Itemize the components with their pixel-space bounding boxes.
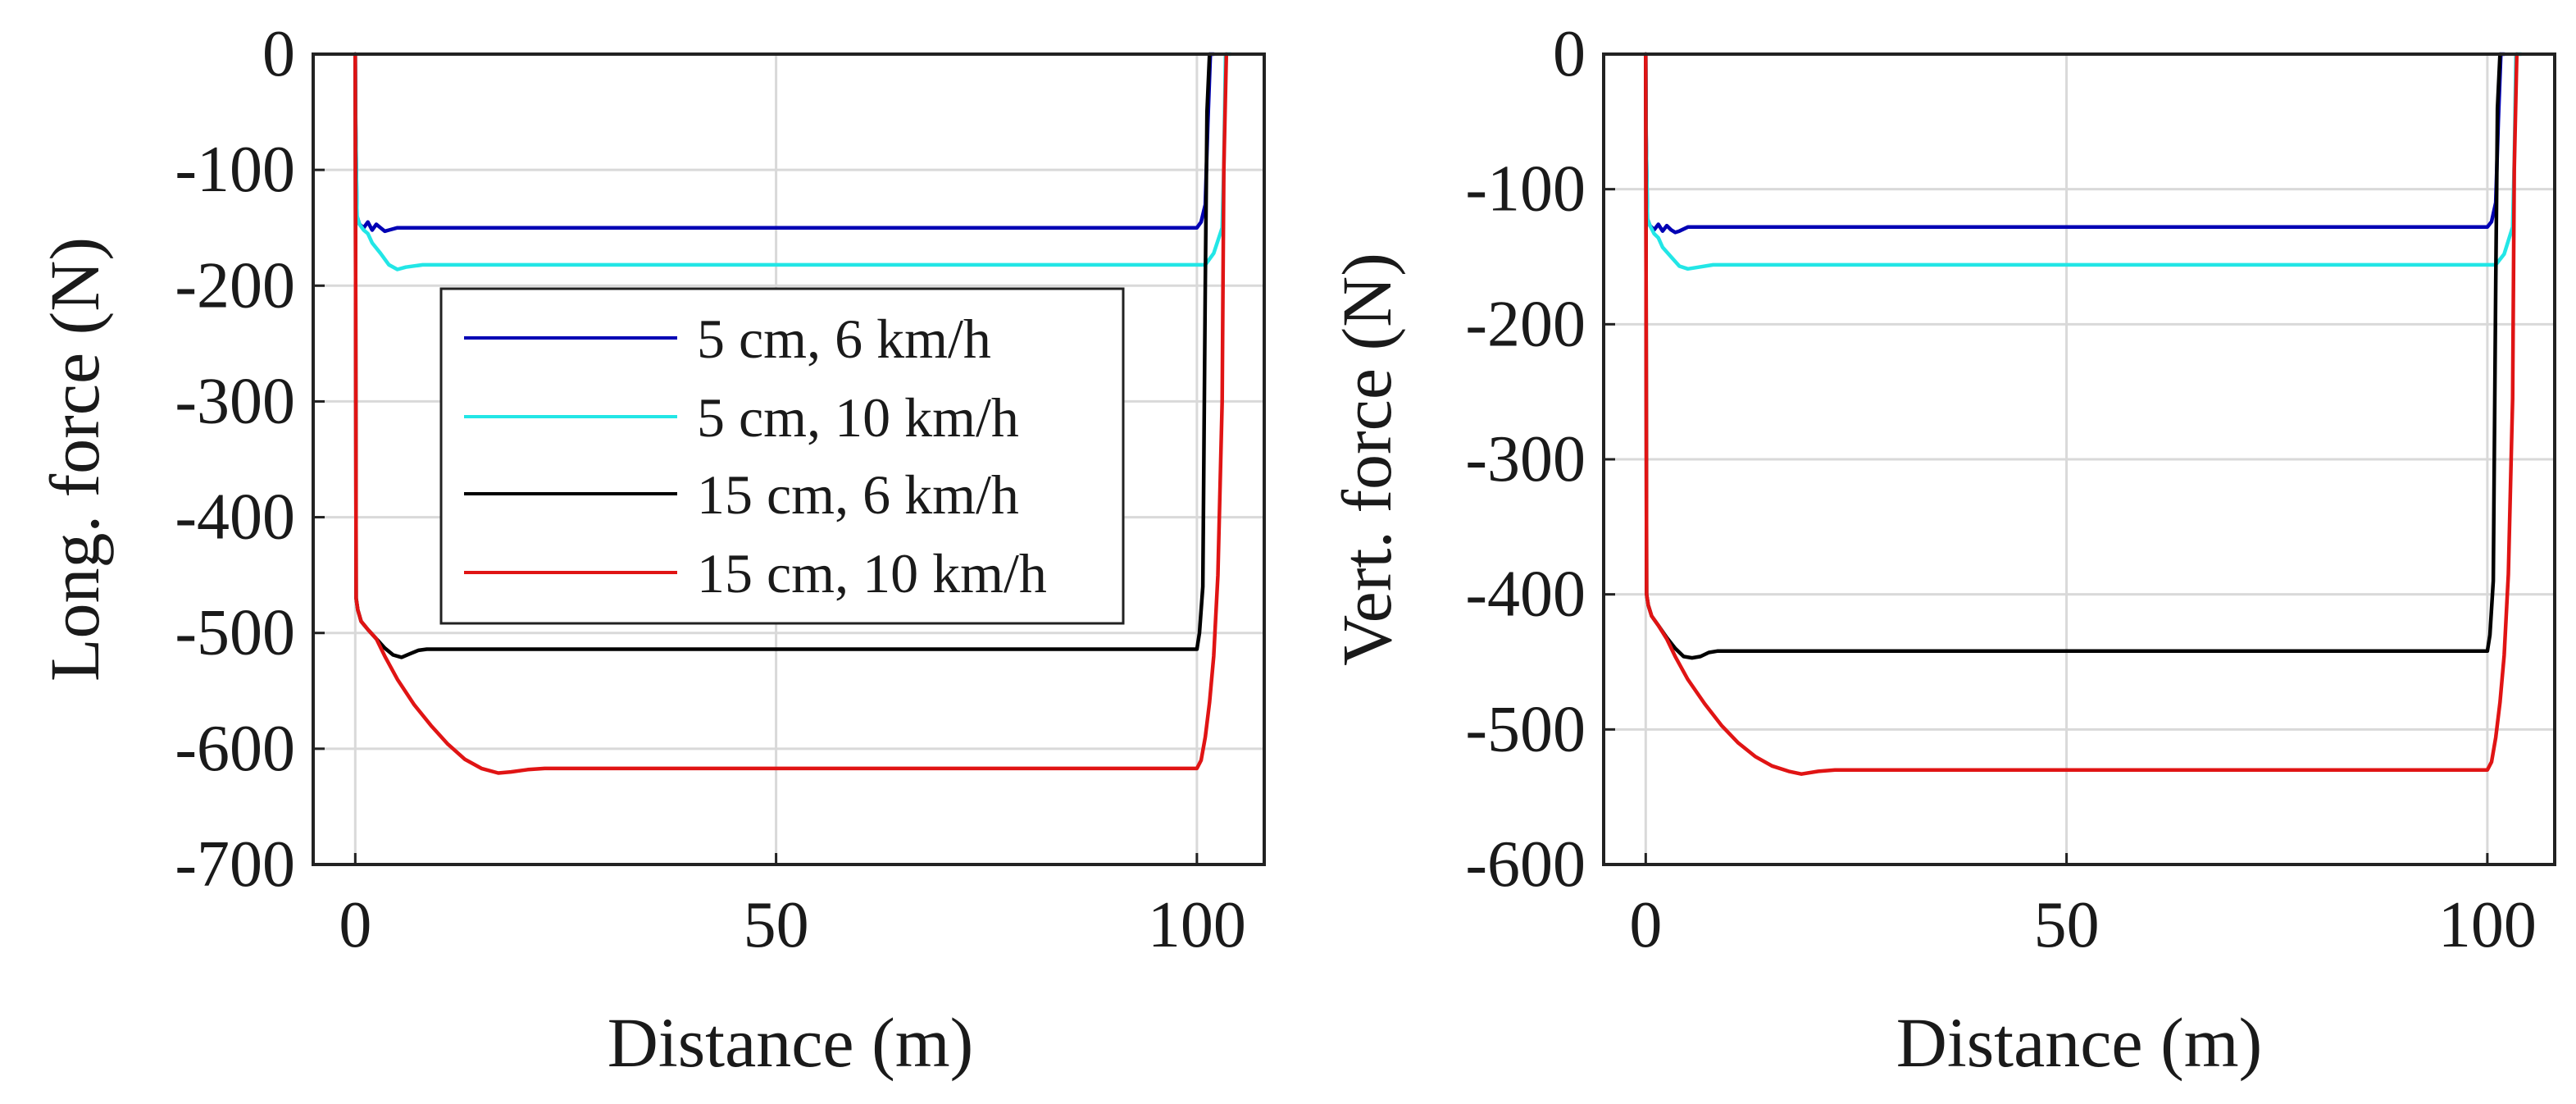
series-line xyxy=(1644,52,2519,776)
x-tick-label: 0 xyxy=(1629,889,1662,961)
x-tick-label: 0 xyxy=(339,889,371,961)
legend: 5 cm, 6 km/h 5 cm, 10 km/h 15 cm, 6 km/h… xyxy=(439,287,1125,625)
series-lines xyxy=(1644,52,2524,776)
y-tick-label: -200 xyxy=(1465,288,1586,360)
plot-frame xyxy=(312,52,1266,866)
x-axis-label: Distance (m) xyxy=(1896,1003,2263,1082)
y-tick-label: -600 xyxy=(175,713,295,785)
y-tick-label: 0 xyxy=(1553,18,1586,90)
y-tick-label: -400 xyxy=(175,481,295,554)
legend-entry: 15 cm, 6 km/h xyxy=(464,463,1019,526)
legend-box xyxy=(439,287,1125,625)
y-tick-label: -500 xyxy=(1465,693,1586,765)
y-tick-label: -700 xyxy=(175,828,295,901)
vert-force-plot: 0 -100 -200 -300 -400 -500 -600 0 50 100 Distance… xyxy=(1327,18,2556,1082)
x-axis-label: Distance (m) xyxy=(608,1003,974,1082)
x-tick-label: 100 xyxy=(2438,889,2537,961)
y-tick-label: -100 xyxy=(175,134,295,206)
y-axis-label: Long. force (N) xyxy=(35,237,114,682)
long-force-plot: 0 -100 -200 -300 -400 -500 -600 -700 0 50 100 Dist… xyxy=(35,18,1266,1082)
series-line xyxy=(353,52,1233,271)
x-tick-label: 50 xyxy=(744,889,809,961)
legend-label: 15 cm, 6 km/h xyxy=(697,463,1019,526)
x-tick-label: 50 xyxy=(2034,889,2100,961)
legend-label: 5 cm, 10 km/h xyxy=(697,386,1019,449)
y-tick-label: -600 xyxy=(1465,828,1586,901)
y-tick-label: 0 xyxy=(262,18,295,90)
legend-entry: 5 cm, 6 km/h xyxy=(464,308,991,370)
y-tick-label: -400 xyxy=(1465,559,1586,631)
tick-labels: 0 -100 -200 -300 -400 -500 -600 0 50 100 xyxy=(1465,18,2537,961)
y-tick-label: -100 xyxy=(1465,153,1586,226)
series-line xyxy=(1644,52,2524,271)
legend-label: 5 cm, 6 km/h xyxy=(697,308,991,370)
y-tick-label: -200 xyxy=(175,249,295,322)
y-axis-label: Vert. force (N) xyxy=(1327,253,1406,666)
y-tick-label: -500 xyxy=(175,597,295,669)
series-lines xyxy=(353,52,1233,775)
y-tick-label: -300 xyxy=(175,365,295,437)
tick-labels: 0 -100 -200 -300 -400 -500 -600 -700 0 50 100 xyxy=(175,18,1246,961)
y-tick-label: -300 xyxy=(1465,423,1586,495)
series-line xyxy=(353,52,1229,775)
legend-entry: 5 cm, 10 km/h xyxy=(464,386,1019,449)
legend-entry: 15 cm, 10 km/h xyxy=(464,542,1047,604)
legend-label: 15 cm, 10 km/h xyxy=(697,542,1047,604)
x-tick-label: 100 xyxy=(1148,889,1246,961)
